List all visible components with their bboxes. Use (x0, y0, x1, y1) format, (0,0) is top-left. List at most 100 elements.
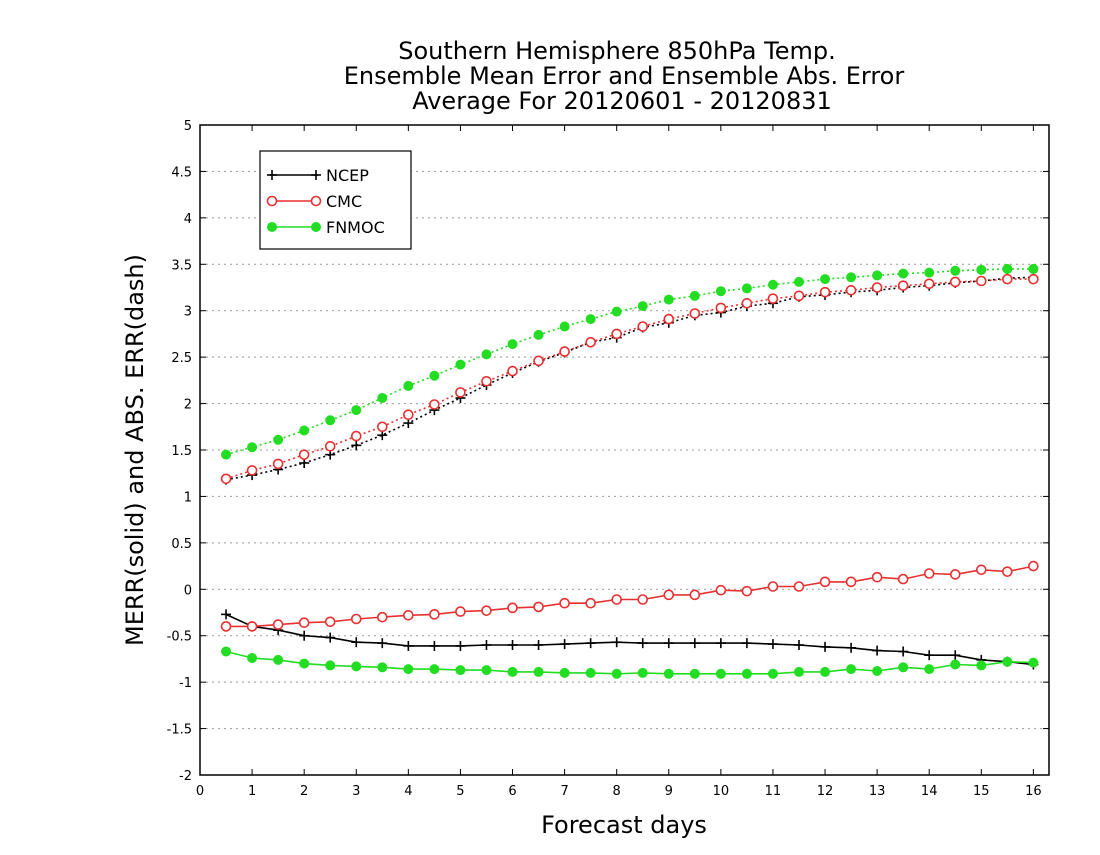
data-point (377, 638, 388, 649)
x-tick-label: 15 (973, 784, 990, 799)
data-point (429, 640, 440, 651)
filled-circle-marker (767, 279, 778, 290)
data-point (689, 290, 700, 301)
open-circle-marker (767, 293, 779, 304)
data-point (845, 284, 857, 296)
data-point (1002, 566, 1013, 577)
data-point (923, 568, 935, 579)
data-point (455, 640, 466, 651)
filled-circle-marker (221, 646, 232, 657)
data-point (793, 581, 805, 592)
data-point (793, 276, 804, 287)
open-circle-marker (949, 569, 961, 580)
data-point (273, 434, 284, 445)
x-tick-label: 16 (1025, 784, 1042, 799)
open-circle-marker (1028, 560, 1039, 572)
open-circle-marker (663, 589, 675, 601)
open-circle-marker (507, 365, 518, 377)
data-point (351, 440, 362, 451)
data-point (585, 336, 596, 348)
open-circle-marker (767, 581, 779, 592)
series-fnmoc-merr (221, 646, 1039, 679)
filled-circle-marker (741, 283, 752, 294)
filled-circle-marker (429, 370, 440, 381)
data-point (455, 387, 466, 398)
open-circle-marker (715, 302, 727, 314)
data-point (975, 275, 987, 287)
open-circle-marker (871, 571, 883, 583)
data-point (221, 646, 232, 657)
y-tick-label: 3 (184, 305, 192, 320)
data-point (741, 283, 752, 294)
open-circle-marker (272, 619, 284, 630)
data-point (715, 638, 726, 649)
x-tick-label: 4 (404, 784, 412, 799)
open-circle-marker (689, 308, 701, 319)
filled-circle-marker (1002, 263, 1013, 274)
data-point (949, 569, 961, 580)
y-tick-label: 2.5 (171, 351, 192, 366)
filled-circle-marker (715, 668, 726, 679)
filled-circle-marker (507, 666, 518, 677)
open-circle-marker (533, 601, 544, 613)
data-point (663, 638, 674, 649)
data-point (246, 621, 258, 632)
open-circle-marker (637, 321, 649, 332)
data-point (820, 666, 831, 677)
open-circle-marker (298, 617, 310, 629)
filled-circle-marker (872, 666, 883, 676)
filled-circle-marker (299, 425, 310, 436)
data-point (481, 349, 492, 360)
x-tick-label: 13 (869, 784, 886, 799)
data-point (351, 405, 362, 416)
open-circle-marker (585, 597, 596, 609)
open-circle-marker (741, 297, 753, 309)
y-tick-label: -1.5 (167, 723, 192, 738)
open-circle-marker (507, 602, 518, 614)
data-point (585, 597, 596, 609)
x-tick-label: 11 (765, 784, 782, 799)
open-circle-marker (663, 313, 675, 325)
open-circle-marker (324, 616, 336, 628)
filled-circle-marker (377, 393, 388, 403)
filled-circle-marker (820, 666, 831, 677)
filled-circle-marker (976, 264, 987, 275)
filled-circle-marker (247, 442, 258, 453)
filled-circle-marker (846, 272, 857, 283)
series-layer (220, 263, 1039, 679)
data-point (663, 668, 674, 679)
data-point (923, 278, 935, 290)
data-point (221, 449, 232, 460)
data-point (950, 650, 961, 661)
data-point (507, 339, 518, 350)
data-point (559, 597, 570, 609)
data-point (1028, 560, 1039, 572)
data-point (299, 425, 310, 436)
data-point (663, 313, 675, 325)
data-point (611, 668, 622, 679)
filled-circle-marker (898, 268, 909, 279)
open-circle-marker (350, 430, 362, 442)
data-point (950, 265, 961, 276)
data-point (324, 440, 336, 452)
data-point (741, 638, 752, 649)
open-circle-marker (611, 594, 622, 605)
filled-circle-marker (247, 653, 258, 663)
data-point (507, 602, 518, 614)
filled-circle-marker (325, 660, 336, 671)
data-point (611, 328, 622, 340)
data-point (299, 658, 310, 669)
open-circle-marker (689, 589, 701, 601)
data-point (429, 370, 440, 381)
filled-circle-marker (429, 664, 440, 675)
data-point (559, 321, 570, 332)
data-point (949, 276, 961, 288)
data-point (872, 666, 883, 676)
data-point (820, 641, 831, 652)
legend-label: FNMOC (326, 218, 385, 237)
filled-circle-marker (533, 329, 544, 340)
y-tick-label: 2 (184, 398, 192, 413)
open-circle-marker (897, 573, 909, 585)
data-point (637, 667, 648, 678)
data-point (741, 668, 752, 679)
